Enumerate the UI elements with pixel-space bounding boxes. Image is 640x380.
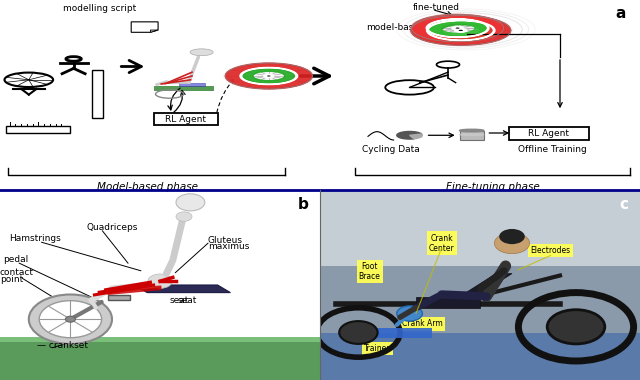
Text: RL Agent: RL Agent — [528, 129, 570, 138]
FancyBboxPatch shape — [6, 127, 70, 133]
Wedge shape — [429, 20, 486, 36]
Ellipse shape — [460, 129, 484, 132]
Wedge shape — [410, 134, 422, 139]
Text: c: c — [620, 197, 628, 212]
Text: pedal: pedal — [3, 255, 28, 264]
Circle shape — [65, 316, 76, 322]
Text: b: b — [298, 197, 309, 212]
Circle shape — [409, 14, 506, 43]
Circle shape — [190, 49, 213, 56]
Text: maximus: maximus — [208, 242, 250, 251]
Text: Gluteus: Gluteus — [208, 236, 243, 245]
FancyBboxPatch shape — [509, 127, 589, 140]
Text: Cycling Data: Cycling Data — [362, 145, 419, 154]
FancyBboxPatch shape — [108, 295, 131, 300]
Circle shape — [499, 229, 525, 244]
Circle shape — [223, 62, 314, 90]
FancyBboxPatch shape — [154, 87, 214, 91]
Circle shape — [39, 301, 102, 338]
FancyBboxPatch shape — [320, 332, 640, 380]
Text: RL Agent: RL Agent — [165, 115, 206, 124]
FancyBboxPatch shape — [368, 328, 432, 338]
Text: Crank Arm: Crank Arm — [402, 320, 443, 328]
Circle shape — [452, 27, 463, 30]
Polygon shape — [131, 22, 158, 32]
Text: Offline Training: Offline Training — [518, 145, 587, 154]
Circle shape — [176, 194, 205, 211]
Text: Foot
Brace: Foot Brace — [358, 262, 381, 282]
Polygon shape — [150, 30, 158, 32]
Text: point: point — [0, 275, 23, 284]
FancyBboxPatch shape — [179, 83, 205, 87]
Circle shape — [397, 306, 422, 321]
FancyBboxPatch shape — [460, 131, 484, 140]
Circle shape — [148, 274, 172, 288]
Wedge shape — [426, 19, 489, 38]
Wedge shape — [240, 67, 298, 85]
Ellipse shape — [460, 134, 484, 136]
Text: Hamstrings: Hamstrings — [10, 234, 61, 243]
FancyBboxPatch shape — [154, 113, 218, 125]
FancyBboxPatch shape — [320, 190, 640, 266]
FancyBboxPatch shape — [416, 297, 480, 308]
Circle shape — [547, 310, 605, 344]
Text: — crankset: — crankset — [37, 341, 88, 350]
Wedge shape — [412, 14, 504, 42]
Polygon shape — [448, 274, 512, 304]
Circle shape — [456, 27, 460, 29]
Text: Model-based phase: Model-based phase — [97, 182, 198, 192]
Text: a: a — [616, 6, 626, 21]
Text: Crank
Center: Crank Center — [429, 233, 454, 253]
FancyBboxPatch shape — [320, 190, 640, 380]
Wedge shape — [243, 68, 294, 84]
Polygon shape — [134, 285, 230, 293]
Text: Quadriceps: Quadriceps — [86, 223, 138, 232]
Text: contact: contact — [0, 268, 34, 277]
Circle shape — [29, 294, 112, 344]
Text: fine-tuned: fine-tuned — [413, 3, 460, 13]
Text: modelling script: modelling script — [63, 4, 136, 13]
Wedge shape — [427, 20, 495, 41]
Text: seat: seat — [178, 296, 197, 305]
Circle shape — [264, 74, 274, 78]
Text: model-based: model-based — [366, 23, 425, 32]
Circle shape — [494, 233, 530, 254]
Wedge shape — [397, 131, 422, 139]
Text: Electrodes: Electrodes — [531, 246, 570, 255]
Wedge shape — [430, 21, 492, 40]
Circle shape — [408, 15, 513, 46]
Circle shape — [339, 321, 378, 344]
Circle shape — [176, 212, 192, 221]
Text: Trainer: Trainer — [364, 344, 391, 353]
Circle shape — [454, 28, 467, 32]
FancyBboxPatch shape — [0, 337, 320, 342]
FancyBboxPatch shape — [92, 70, 103, 118]
Text: Fine-tuning phase: Fine-tuning phase — [446, 182, 540, 192]
Circle shape — [459, 30, 463, 31]
Text: seat: seat — [170, 296, 189, 306]
FancyBboxPatch shape — [0, 338, 320, 380]
Wedge shape — [411, 16, 511, 45]
Wedge shape — [225, 63, 312, 89]
